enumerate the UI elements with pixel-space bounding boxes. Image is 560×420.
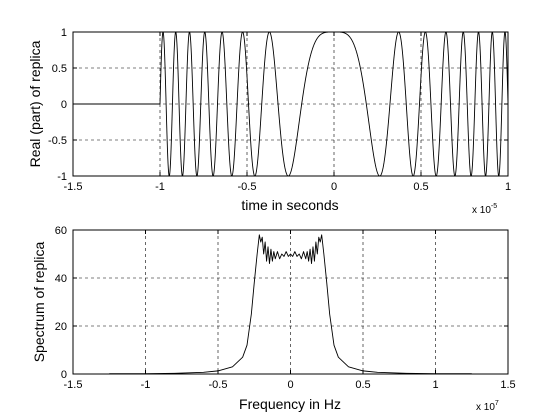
spectrum-x-tick-label: 0.5 (355, 379, 370, 391)
time-y-tick-label: 0.5 (52, 63, 67, 75)
spectrum-x-exponent: x 107 (476, 400, 499, 413)
spectrum-x-tick-label: 0 (287, 379, 293, 391)
spectrum-magnitude-line (109, 234, 472, 375)
spectrum-x-tick-label: 1.5 (500, 379, 515, 391)
time-domain-plot: -1.5 -1 -0.5 0 0.5 1-1-0.500.51 time in secon… (27, 27, 511, 216)
spectrum-x-exponent-power: 7 (495, 400, 499, 407)
time-y-axis-label: Real (part) of replica (27, 40, 43, 167)
time-x-tick-label: -0.5 (238, 181, 257, 193)
chirp-real-part-line (72, 31, 509, 177)
spectrum-plot-ticks: -1.5 -1 -0.5 0 0.5 1 1.5 0 20 40 60 (55, 225, 516, 391)
spectrum-x-axis-label: Frequency in Hz (239, 396, 341, 412)
time-plot-ticks: -1.5 -1 -0.5 0 0.5 1-1-0.500.51 (48, 27, 511, 193)
time-x-tick-label: 0 (331, 181, 337, 193)
time-x-tick-label: 0.5 (413, 181, 428, 193)
spectrum-plot-grid (73, 230, 508, 374)
spectrum-y-tick-label: 0 (61, 369, 67, 381)
spectrum-x-exponent-base: x 10 (476, 402, 495, 413)
spectrum-y-tick-label: 60 (55, 225, 67, 237)
spectrum-y-tick-label: 40 (55, 273, 67, 285)
time-y-tick-label: 0 (61, 99, 67, 111)
time-x-tick-label: 1 (505, 181, 511, 193)
time-y-tick-label: 1 (61, 27, 67, 39)
time-y-tick-label: -0.5 (48, 135, 67, 147)
time-plot-grid (73, 32, 508, 176)
time-y-tick-label: -1 (57, 171, 67, 183)
spectrum-y-axis-label: Spectrum of replica (31, 241, 47, 362)
time-x-tick-label: -1 (155, 181, 165, 193)
time-x-tick-label: -1.5 (64, 181, 83, 193)
spectrum-x-tick-label: -0.5 (209, 379, 228, 391)
time-x-exponent: x 10-5 (472, 203, 497, 216)
time-x-axis-label: time in seconds (241, 197, 338, 213)
spectrum-x-tick-label: -1 (141, 379, 151, 391)
spectrum-x-tick-label: -1.5 (64, 379, 83, 391)
spectrum-x-tick-label: 1 (432, 379, 438, 391)
spectrum-y-tick-label: 20 (55, 321, 67, 333)
spectrum-plot: -1.5 -1 -0.5 0 0.5 1 1.5 0 20 40 60 Frequency in H… (31, 225, 516, 413)
time-x-exponent-base: x 10 (472, 205, 491, 216)
time-x-exponent-power: -5 (491, 203, 497, 210)
